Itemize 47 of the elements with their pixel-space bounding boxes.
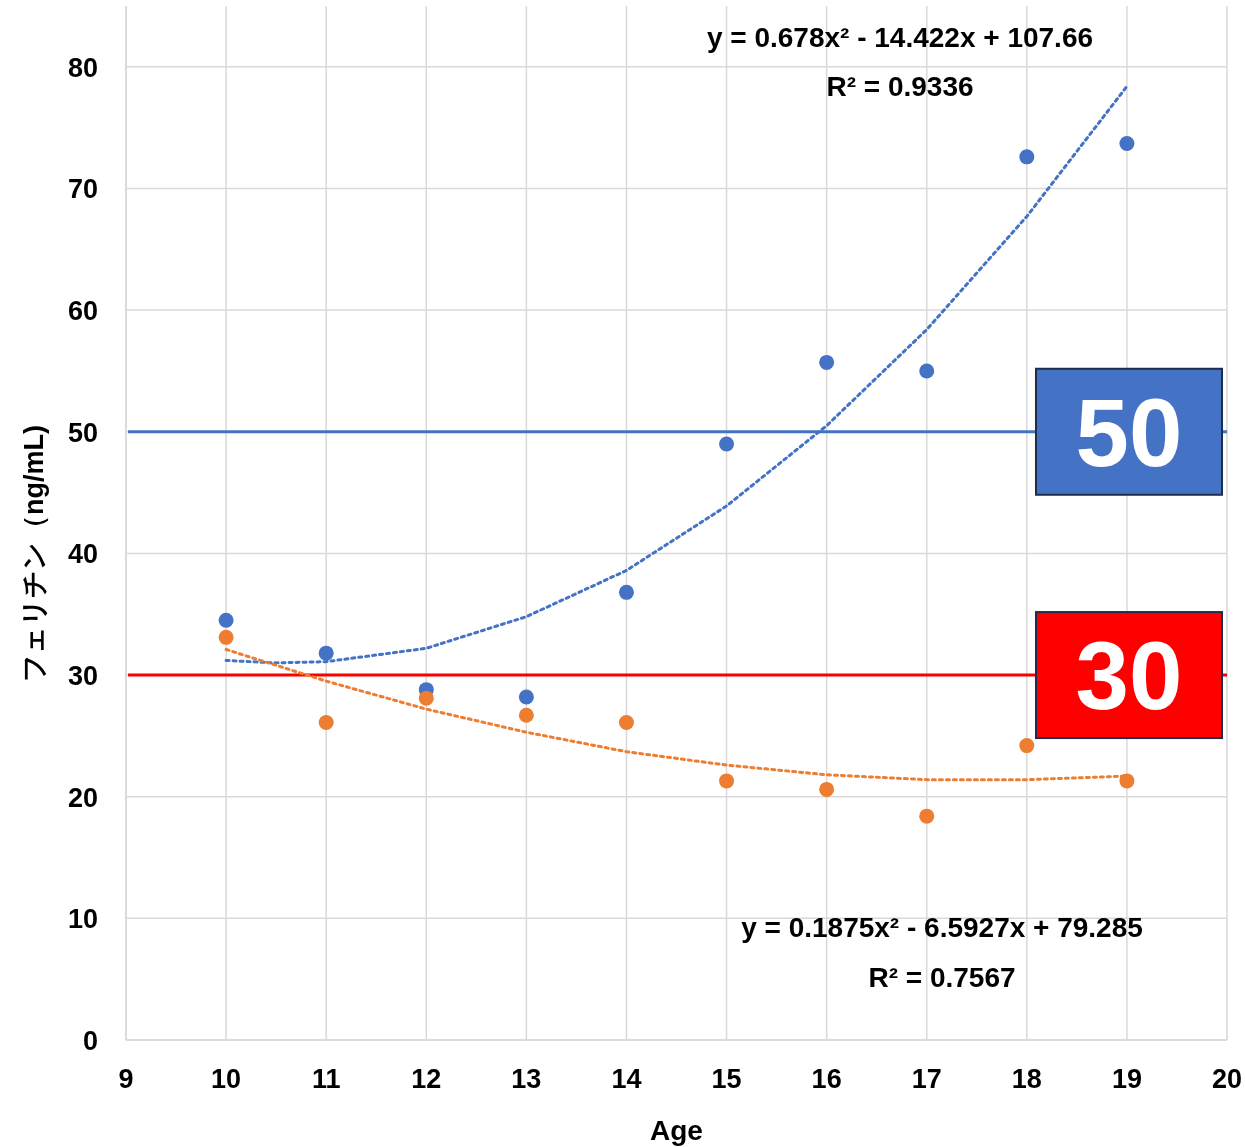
point — [318, 715, 334, 730]
x-tick-label: 16 — [811, 1064, 842, 1094]
y-tick-label: 40 — [67, 539, 98, 570]
y-tick-label: 80 — [67, 52, 98, 83]
point — [318, 645, 334, 661]
point — [518, 707, 534, 723]
x-tick-label: 18 — [1011, 1064, 1042, 1094]
point — [518, 689, 534, 705]
annotation: R² = 0.7567 — [868, 962, 1016, 993]
x-tick-label: 15 — [711, 1064, 742, 1094]
y-tick-label: 20 — [67, 782, 98, 813]
x-tick-label: 14 — [611, 1064, 642, 1094]
y-tick-label: 50 — [67, 417, 98, 448]
point — [819, 354, 835, 370]
point — [719, 436, 735, 452]
point — [919, 363, 935, 379]
point — [618, 715, 634, 730]
point — [218, 612, 234, 628]
x-tick-label: 12 — [411, 1064, 442, 1094]
x-tick-label: 13 — [511, 1064, 542, 1094]
x-tick-label: 11 — [311, 1064, 341, 1094]
point — [1019, 149, 1035, 165]
x-tick-label: 10 — [211, 1064, 242, 1094]
point — [1019, 738, 1035, 754]
point — [919, 808, 935, 824]
annotation: R² = 0.9336 — [826, 71, 974, 102]
y-tick-label: 0 — [82, 1026, 98, 1056]
point — [618, 584, 634, 600]
point — [218, 629, 234, 645]
y-tick-label: 10 — [67, 904, 98, 935]
point — [719, 773, 735, 789]
x-tick-label: 9 — [118, 1064, 134, 1094]
annotation: y = 0.1875x² - 6.5927x + 79.285 — [741, 912, 1143, 943]
y-tick-label: 70 — [67, 174, 98, 205]
y-axis-title: フェリチン（ng/mL) — [19, 424, 49, 682]
y-tick-label: 30 — [67, 661, 98, 692]
ref-line-label: 30 — [1075, 622, 1183, 730]
ref-line-label: 50 — [1075, 378, 1183, 486]
point — [819, 781, 835, 797]
y-tick-label: 60 — [67, 296, 98, 327]
x-tick-label: 17 — [911, 1064, 942, 1094]
x-tick-label: 19 — [1111, 1064, 1142, 1094]
annotation: y = 0.678x² - 14.422x + 107.66 — [706, 22, 1094, 53]
x-tick-label: 20 — [1211, 1064, 1243, 1094]
x-axis-title: Age — [650, 1115, 703, 1146]
point — [418, 690, 434, 706]
point — [1119, 135, 1135, 151]
